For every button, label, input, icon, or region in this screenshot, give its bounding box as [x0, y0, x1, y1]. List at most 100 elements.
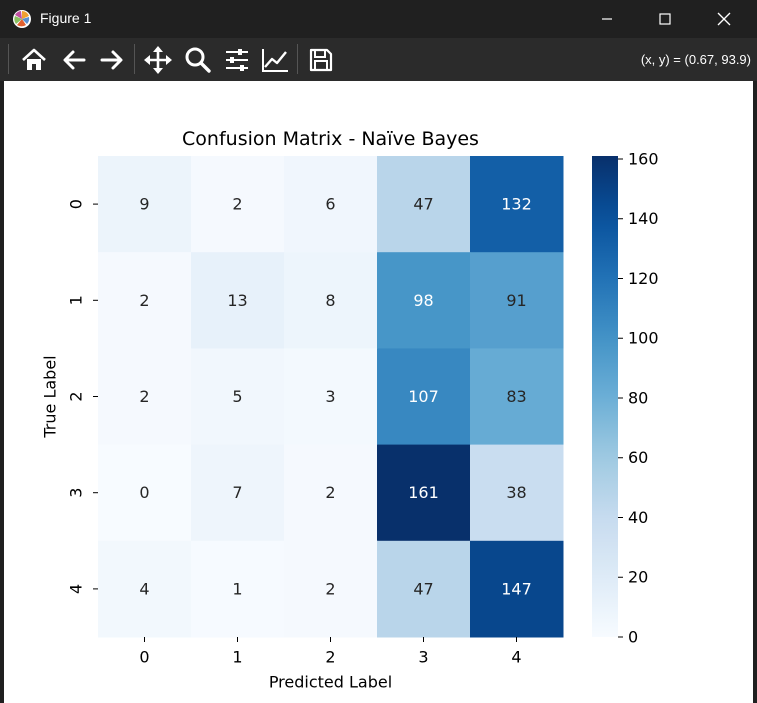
edit-axis-button[interactable] [257, 43, 293, 77]
maximize-icon [659, 13, 671, 25]
minimize-icon [602, 18, 612, 20]
colorbar-tick-label: 100 [628, 329, 659, 348]
cell-value-label: 83 [506, 387, 526, 406]
colorbar-tick-label: 160 [628, 149, 659, 168]
close-icon [717, 12, 731, 26]
cell-value-label: 161 [408, 483, 439, 502]
heatmap-cell [98, 348, 192, 446]
line-chart-icon [262, 49, 288, 72]
toolbar-separator [8, 44, 9, 74]
sliders-icon [226, 49, 248, 71]
maximize-button[interactable] [635, 0, 695, 38]
configure-subplots-button[interactable] [219, 43, 255, 77]
cell-value-label: 147 [501, 579, 532, 598]
colorbar-tick-label: 140 [628, 209, 659, 228]
heatmap-cell [98, 156, 192, 253]
x-tick-label: 4 [511, 648, 521, 667]
x-tick-label: 0 [139, 648, 149, 667]
colorbar-tick-label: 60 [628, 448, 648, 467]
cell-value-label: 47 [413, 579, 433, 598]
y-tick-label: 0 [67, 199, 86, 209]
colorbar-tick-label: 80 [628, 388, 648, 407]
home-icon [22, 48, 46, 70]
colorbar-tick-label: 0 [628, 628, 638, 647]
heatmap-cell [470, 444, 564, 542]
cell-value-label: 2 [325, 483, 335, 502]
heatmap-cell [191, 348, 285, 446]
move-icon [144, 46, 172, 74]
zoom-button[interactable] [180, 43, 216, 77]
heatmap-cell [377, 156, 471, 253]
heatmap-cell [191, 540, 285, 638]
cell-value-label: 1 [232, 579, 242, 598]
heatmap-cell [377, 444, 471, 542]
heatmap-cell [470, 540, 564, 638]
cell-value-label: 6 [325, 195, 335, 214]
heatmap-cell [377, 540, 471, 638]
minimize-button[interactable] [577, 0, 637, 38]
heatmap-cell [377, 348, 471, 446]
cell-value-label: 8 [325, 291, 335, 310]
y-tick-label: 2 [67, 391, 86, 401]
heatmap-cell [98, 444, 192, 542]
forward-button[interactable] [94, 43, 130, 77]
heatmap-cell [191, 252, 285, 349]
home-button[interactable] [16, 43, 52, 77]
cell-value-label: 132 [501, 195, 532, 214]
x-tick-label: 2 [325, 648, 335, 667]
cell-value-label: 0 [139, 483, 149, 502]
window-title: Figure 1 [40, 10, 92, 26]
heatmap-cell [470, 156, 564, 253]
y-tick-label: 3 [67, 488, 86, 498]
x-tick-label: 1 [232, 648, 242, 667]
figure-canvas[interactable]: 9 2 6 47 132 2 13 8 98 91 2 5 3 107 83 0 7 2 161 38 4 1 2 47 147… [4, 81, 753, 703]
toolbar-separator [297, 44, 298, 74]
heatmap-cell [98, 252, 192, 349]
cell-value-label: 38 [506, 483, 526, 502]
cell-value-label: 2 [139, 387, 149, 406]
search-icon [185, 47, 211, 73]
x-tick-label: 3 [418, 648, 428, 667]
heatmap-cell [191, 444, 285, 542]
pan-button[interactable] [140, 43, 176, 77]
heatmap-cell [470, 252, 564, 349]
heatmap-cell [377, 252, 471, 349]
cell-value-label: 13 [227, 291, 247, 310]
colorbar [592, 156, 618, 637]
heatmap-cell [470, 348, 564, 446]
toolbar-separator [134, 44, 135, 74]
save-icon [309, 48, 333, 72]
title-bar[interactable]: Figure 1 [0, 0, 757, 38]
matplotlib-logo-icon [13, 10, 31, 28]
cell-value-label: 2 [325, 579, 335, 598]
cell-value-label: 2 [232, 195, 242, 214]
y-tick-label: 4 [67, 584, 86, 594]
navigation-toolbar: (x, y) = (0.67, 93.9) [0, 38, 757, 81]
heatmap-cell [284, 444, 378, 542]
arrow-left-icon [63, 50, 86, 70]
cell-value-label: 7 [232, 483, 242, 502]
back-button[interactable] [56, 43, 92, 77]
heatmap-cell [284, 540, 378, 638]
chart-title: Confusion Matrix - Naïve Bayes [182, 128, 479, 150]
heatmap-cell [191, 156, 285, 253]
y-tick-label: 1 [67, 295, 86, 305]
cell-value-label: 91 [506, 291, 526, 310]
heatmap-cell [284, 156, 378, 253]
close-button[interactable] [694, 0, 754, 38]
cell-value-label: 4 [139, 579, 149, 598]
cell-value-label: 2 [139, 291, 149, 310]
coordinate-readout: (x, y) = (0.67, 93.9) [640, 52, 751, 67]
y-axis-label: True Label [41, 355, 60, 438]
cell-value-label: 98 [413, 291, 433, 310]
cell-value-label: 9 [139, 195, 149, 214]
colorbar-tick-label: 40 [628, 508, 648, 527]
colorbar-tick-label: 20 [628, 568, 648, 587]
save-button[interactable] [303, 43, 339, 77]
cell-value-label: 5 [232, 387, 242, 406]
cell-value-label: 3 [325, 387, 335, 406]
heatmap-cell [284, 348, 378, 446]
colorbar-tick-label: 120 [628, 269, 659, 288]
